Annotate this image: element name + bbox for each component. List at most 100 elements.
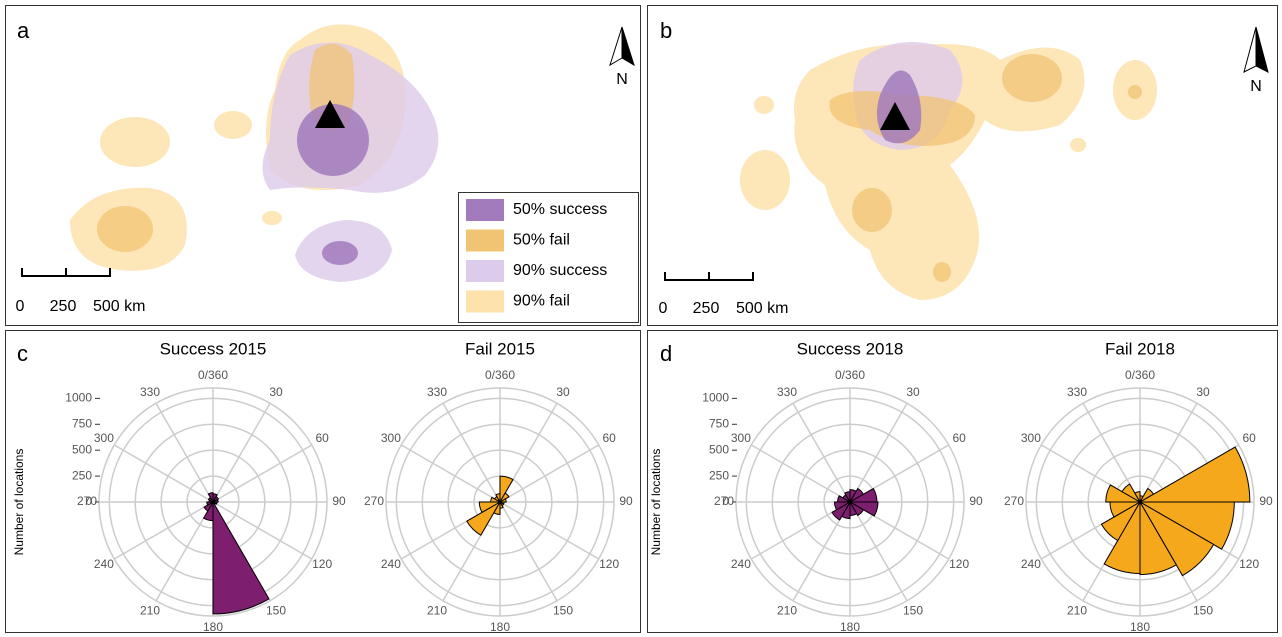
scale-label: 0	[16, 298, 25, 315]
angle-label: 150	[266, 603, 286, 617]
grid-spoke	[400, 444, 501, 503]
chart-title: Success 2015	[160, 339, 267, 358]
y-tick-label: 250	[72, 468, 92, 482]
grid-spoke	[212, 501, 313, 560]
chart-title: Fail 2018	[1105, 339, 1175, 358]
angle-label: 90	[1259, 494, 1273, 508]
rose-wedge	[498, 498, 507, 503]
angle-label: 330	[427, 385, 447, 399]
angle-label: 90	[969, 494, 983, 508]
angle-label: 240	[94, 557, 114, 571]
y-tick-label: 1000	[65, 391, 92, 405]
panel-letter: a	[17, 18, 30, 43]
rose-wedge	[466, 500, 502, 536]
angle-label: 270	[77, 494, 97, 508]
y-tick-label: 250	[709, 468, 729, 482]
angle-label: 120	[312, 557, 332, 571]
grid-spoke	[792, 402, 851, 503]
panel-letter: c	[17, 341, 28, 366]
rose-wedge	[1105, 484, 1142, 503]
rose-wedge	[203, 500, 215, 512]
map-a: a N 0 250 500 km 50% success 50% fail 90% …	[16, 18, 639, 323]
angle-label: 30	[1196, 385, 1210, 399]
rose-wedge	[1134, 491, 1141, 504]
grid-spoke	[849, 402, 908, 503]
rose-wedge	[848, 500, 865, 517]
angle-label: 210	[140, 603, 160, 617]
rose-wedge	[831, 500, 852, 521]
legend-label: 50% fail	[513, 232, 570, 249]
rose-wedge	[1100, 500, 1142, 542]
frame	[5, 330, 641, 633]
y-axis-title: Number of locations	[12, 449, 26, 556]
angle-label: 0/360	[835, 368, 865, 382]
angle-label: 240	[731, 557, 751, 571]
y-tick-label: 0	[722, 494, 729, 508]
grid-spoke	[212, 402, 271, 503]
angle-label: 180	[203, 620, 223, 634]
grid-spoke	[113, 444, 214, 503]
angle-label: 270	[714, 494, 734, 508]
legend-swatch	[466, 199, 504, 221]
angle-label: 150	[1193, 603, 1213, 617]
chart-title: Fail 2015	[465, 339, 535, 358]
rose-wedge	[1139, 500, 1177, 576]
north-arrow	[621, 26, 635, 67]
angle-label: 120	[599, 557, 619, 571]
scale-label: 250	[50, 298, 77, 315]
scale-label: 0	[659, 300, 668, 317]
north-arrow	[609, 26, 623, 67]
grid-spoke	[849, 501, 908, 602]
north-label: N	[1250, 78, 1262, 95]
rose-wedge	[498, 492, 510, 504]
rose-wedge	[212, 500, 270, 615]
success-50	[297, 104, 369, 265]
rose-wedge	[844, 491, 851, 504]
angle-label: 330	[1067, 385, 1087, 399]
y-tick-label: 500	[72, 442, 92, 456]
frame	[647, 5, 1278, 326]
angle-label: 270	[1004, 494, 1024, 508]
y-tick-label: 500	[709, 442, 729, 456]
rose-wedge	[1138, 446, 1251, 503]
angle-label: 210	[1067, 603, 1087, 617]
rose-wedge	[206, 501, 215, 506]
angle-label: 90	[332, 494, 346, 508]
angle-label: 180	[1130, 620, 1150, 634]
chart-title: Success 2018	[797, 339, 904, 358]
rose-wedge	[478, 501, 502, 514]
angle-label: 30	[556, 385, 570, 399]
y-tick-label: 0	[85, 494, 92, 508]
angle-label: 90	[619, 494, 633, 508]
scale-label: 500 km	[736, 300, 788, 317]
angle-label: 0/360	[1125, 368, 1155, 382]
angle-label: 120	[949, 557, 969, 571]
legend-label: 90% success	[513, 262, 607, 279]
angle-label: 300	[381, 431, 401, 445]
grid-spoke	[212, 444, 313, 503]
angle-label: 300	[94, 431, 114, 445]
angle-label: 0/360	[485, 368, 515, 382]
angle-label: 30	[906, 385, 920, 399]
angle-label: 60	[1242, 431, 1256, 445]
angle-label: 120	[1239, 557, 1259, 571]
scale-label: 250	[693, 300, 720, 317]
legend-swatch	[466, 229, 504, 252]
angle-label: 330	[777, 385, 797, 399]
panel-letter: d	[660, 341, 672, 366]
y-axis-title: Number of locations	[649, 449, 663, 556]
angle-label: 300	[731, 431, 751, 445]
rose-wedge	[833, 501, 852, 511]
rose-wedge	[1138, 501, 1235, 550]
grid-spoke	[155, 402, 214, 503]
rose-wedge	[495, 493, 501, 504]
grid-spoke	[499, 501, 558, 602]
angle-label: 60	[952, 431, 966, 445]
angle-label: 210	[777, 603, 797, 617]
legend-label: 90% fail	[513, 293, 570, 310]
scale-bar	[21, 268, 111, 277]
rose-wedge	[207, 492, 214, 504]
rose-wedge	[1138, 500, 1215, 577]
angle-label: 180	[490, 620, 510, 634]
